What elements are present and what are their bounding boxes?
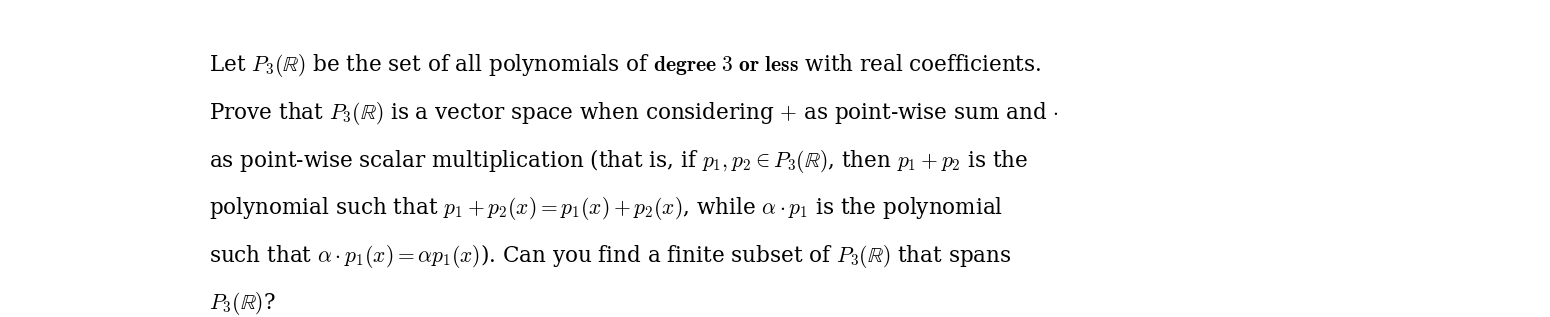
Text: Let $P_3(\mathbb{R})$ be the set of all polynomials of $\mathbf{degree\ 3\ or\ l: Let $P_3(\mathbb{R})$ be the set of all … xyxy=(209,52,1042,80)
Text: Prove that $P_3(\mathbb{R})$ is a vector space when considering $+$ as point-wis: Prove that $P_3(\mathbb{R})$ is a vector… xyxy=(209,100,1059,127)
Text: $P_3(\mathbb{R})$?: $P_3(\mathbb{R})$? xyxy=(209,290,276,317)
Text: such that $\alpha \cdot p_1(x) = \alpha p_1(x)$). Can you find a finite subset o: such that $\alpha \cdot p_1(x) = \alpha … xyxy=(209,242,1012,270)
Text: as point-wise scalar multiplication (that is, if $p_1, p_2 \in P_3(\mathbb{R})$,: as point-wise scalar multiplication (tha… xyxy=(209,147,1029,175)
Text: polynomial such that $p_1 + p_2(x) = p_1(x) + p_2(x)$, while $\alpha \cdot p_1$ : polynomial such that $p_1 + p_2(x) = p_1… xyxy=(209,195,1003,222)
